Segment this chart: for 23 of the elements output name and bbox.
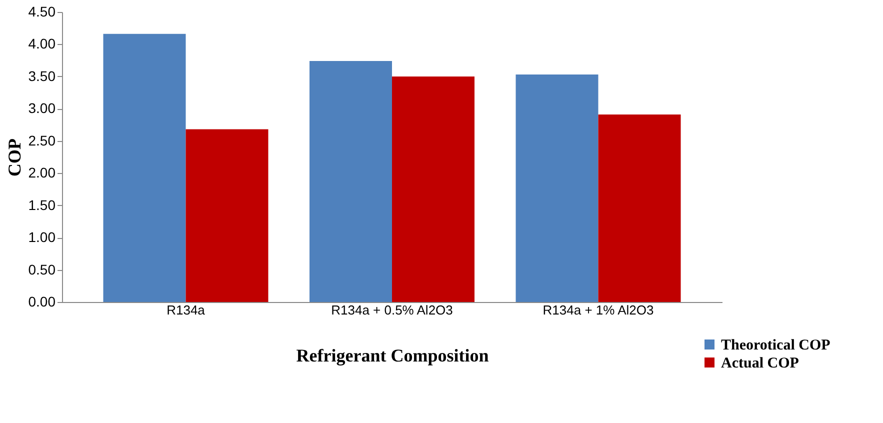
x-tick-label: R134a + 1% Al2O3 (542, 302, 654, 318)
x-axis-title: Refrigerant Composition (296, 346, 489, 366)
y-tick-label: 2.00 (28, 164, 56, 181)
y-axis-title: COP (4, 138, 24, 176)
bar (310, 60, 392, 302)
legend-label: Actual COP (721, 356, 799, 372)
y-tick-label: 3.50 (28, 68, 56, 84)
y-tick-label: 0.50 (28, 261, 56, 278)
bar (598, 114, 681, 302)
bar (392, 76, 474, 302)
y-tick-label: 4.50 (28, 4, 56, 20)
x-tick-label: R134a (166, 302, 206, 318)
bar (103, 34, 186, 302)
y-tick-label: 2.50 (28, 132, 56, 148)
y-tick-label: 1.50 (28, 196, 56, 213)
x-tick-label: R134a + 0.5% Al2O3 (331, 302, 453, 318)
y-tick-label: 3.00 (28, 100, 56, 116)
bar (516, 74, 598, 302)
y-tick-label: 0.00 (28, 294, 56, 310)
legend-label: Theorotical COP (721, 338, 830, 354)
y-tick-label: 1.00 (28, 229, 56, 246)
bar (186, 129, 268, 302)
y-tick-label: 4.00 (28, 36, 56, 52)
